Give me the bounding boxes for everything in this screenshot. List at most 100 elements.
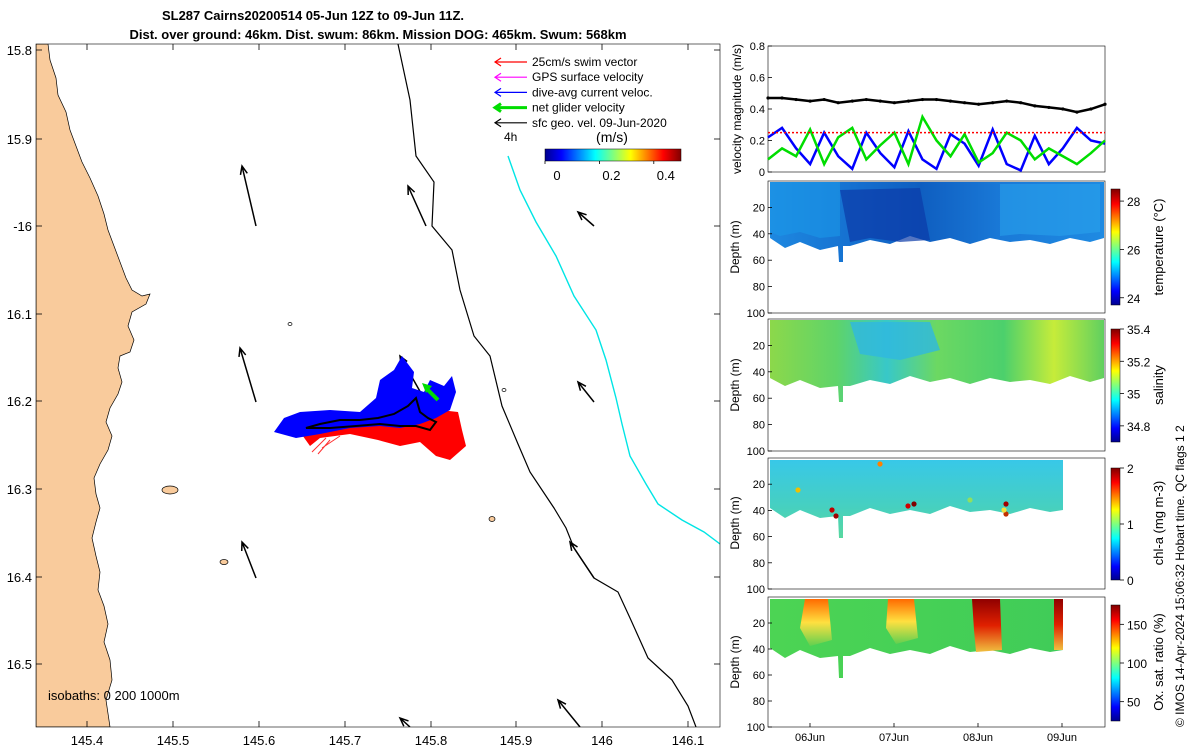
depth-tick-label: 60 (753, 670, 765, 682)
island (488, 516, 496, 522)
legend-arrowhead (493, 118, 502, 128)
velocity-point (1047, 105, 1051, 110)
time-tick-label: 08Jun (963, 732, 993, 744)
chla-dot (911, 501, 917, 507)
legend-arrowhead (493, 57, 502, 67)
lat-tick-label: -16 (13, 219, 32, 234)
salinity-field (770, 320, 1104, 402)
velocity-point (850, 99, 854, 103)
island (501, 388, 507, 392)
colorbar-tick-label: 50 (1127, 696, 1141, 710)
map-panel: 145.4 145.5 145.6 145.7 145.8 145.9 146 146.1 15… (7, 43, 721, 748)
oxygen-high-patch (972, 599, 1002, 652)
lon-tick-label: 145.8 (415, 733, 448, 748)
temperature-ylabel: Depth (m) (728, 220, 742, 273)
lat-tick-label: 16.1 (7, 307, 32, 322)
velocity-ytick-label: 0 (759, 167, 765, 179)
depth-tick-label: 20 (753, 202, 765, 214)
colorbar-tick-label: 0.2 (602, 168, 620, 183)
chla-colorbar (1110, 467, 1121, 581)
velocity-point (1019, 101, 1023, 105)
chla-field (770, 460, 1063, 538)
colorbar-tick-label: 0 (1127, 574, 1134, 588)
depth-tick-label: 60 (753, 255, 765, 267)
chla-ylabel: Depth (m) (728, 496, 742, 549)
legend-arrowhead (493, 72, 502, 82)
isobaths-label: isobaths: 0 200 1000m (48, 688, 180, 703)
salinity-blue-patch (850, 322, 940, 360)
velocity-point (864, 97, 868, 102)
velocity-point (892, 101, 896, 105)
lat-tick-label: 16.5 (7, 657, 32, 672)
colorbar-tick-label: 24 (1127, 292, 1141, 306)
colorbar-tick-label: 34.8 (1127, 420, 1151, 434)
legend-label: 25cm/s swim vector (532, 55, 637, 69)
oxygen-colorbar-label: Ox. sat. ratio (%) (1151, 613, 1166, 711)
velocity-point (1075, 110, 1079, 114)
velocity-point (962, 101, 967, 105)
speed-colorbar: (m/s) 0 0.2 0.4 (544, 129, 682, 183)
oxygen-ylabel: Depth (m) (728, 635, 742, 688)
velocity-point (906, 99, 911, 103)
velocity-point (1061, 107, 1065, 111)
geo-velocity-arrow (576, 380, 595, 403)
credit-footer: © IMOS 14-Apr-2024 15:06:32 Hobart time.… (1173, 425, 1187, 727)
chla-dot (1003, 511, 1009, 517)
map-frame (35, 43, 721, 728)
temperature-colorbar-label: temperature (°C) (1151, 199, 1166, 296)
velocity-point (878, 99, 882, 103)
lon-tick-label: 145.7 (329, 733, 362, 748)
colorbar-tick-label: 2 (1127, 462, 1134, 476)
depth-ticks: 20 40 60 80 100 20 40 60 80 100 20 40 60 80 100 20 40 60 8… (747, 202, 772, 734)
lon-tick-label: 146.1 (672, 733, 705, 748)
depth-tick-label: 40 (753, 644, 765, 656)
isobath-1000m (507, 155, 720, 545)
velocity-point (948, 99, 953, 103)
velocity-ytick-label: 0.8 (750, 41, 765, 53)
velocity-point (920, 97, 925, 102)
legend-label: GPS surface velocity (532, 70, 643, 84)
swim-vectors (311, 435, 341, 455)
colorbar-tick-label: 26 (1127, 243, 1141, 257)
colorbar-tick-label: 150 (1127, 618, 1147, 632)
depth-tick-label: 80 (753, 282, 765, 294)
chla-dot (905, 503, 911, 509)
geo-velocity-arrow (576, 210, 595, 227)
depth-tick-label: 100 (747, 584, 765, 596)
salinity-panel: Depth (m) salinity (728, 318, 1166, 452)
velocity-point (836, 101, 840, 105)
temperature-warm-top (770, 182, 840, 238)
velocity-ylabel: velocity magnitude (m/s) (730, 44, 744, 174)
velocity-point (934, 97, 939, 102)
chla-dot (829, 507, 835, 513)
lon-tick-label: 145.4 (71, 733, 104, 748)
island (219, 559, 229, 565)
island (287, 322, 293, 326)
lat-tick-label: 16.3 (7, 482, 32, 497)
velocity-point (1089, 107, 1093, 111)
colorbar-tick-label: 35 (1127, 388, 1141, 402)
colorbar-tick-label: 1 (1127, 518, 1134, 532)
lat-tick-label: 16.4 (7, 570, 32, 585)
velocity-ytick-label: 0.6 (750, 73, 765, 85)
coastline-land (36, 44, 151, 727)
legend-label: sfc geo. vel. 09-Jun-2020 (532, 116, 667, 130)
legend-arrowhead (493, 87, 502, 97)
lat-tick-label: 15.9 (7, 132, 32, 147)
depth-tick-label: 60 (753, 532, 765, 544)
net-glider-arrowhead (422, 383, 432, 393)
velocity-point (780, 96, 784, 100)
velocity-point (794, 97, 798, 102)
depth-tick-label: 40 (753, 505, 765, 517)
chla-dot (877, 461, 883, 467)
colorbar-tick-label: 35.2 (1127, 355, 1151, 369)
island (161, 485, 179, 495)
oxygen-colorbar (1110, 604, 1121, 722)
lon-tick-label: 145.6 (243, 733, 276, 748)
oxygen-high-patch (800, 599, 832, 646)
lat-tick-label: 15.8 (7, 43, 32, 58)
velocity-point (991, 101, 995, 105)
right-panels: 0 0.2 0.4 0.6 0.8 velocity magnitude (m/s) D… (728, 41, 1166, 744)
temperature-warm-right (1000, 184, 1100, 236)
